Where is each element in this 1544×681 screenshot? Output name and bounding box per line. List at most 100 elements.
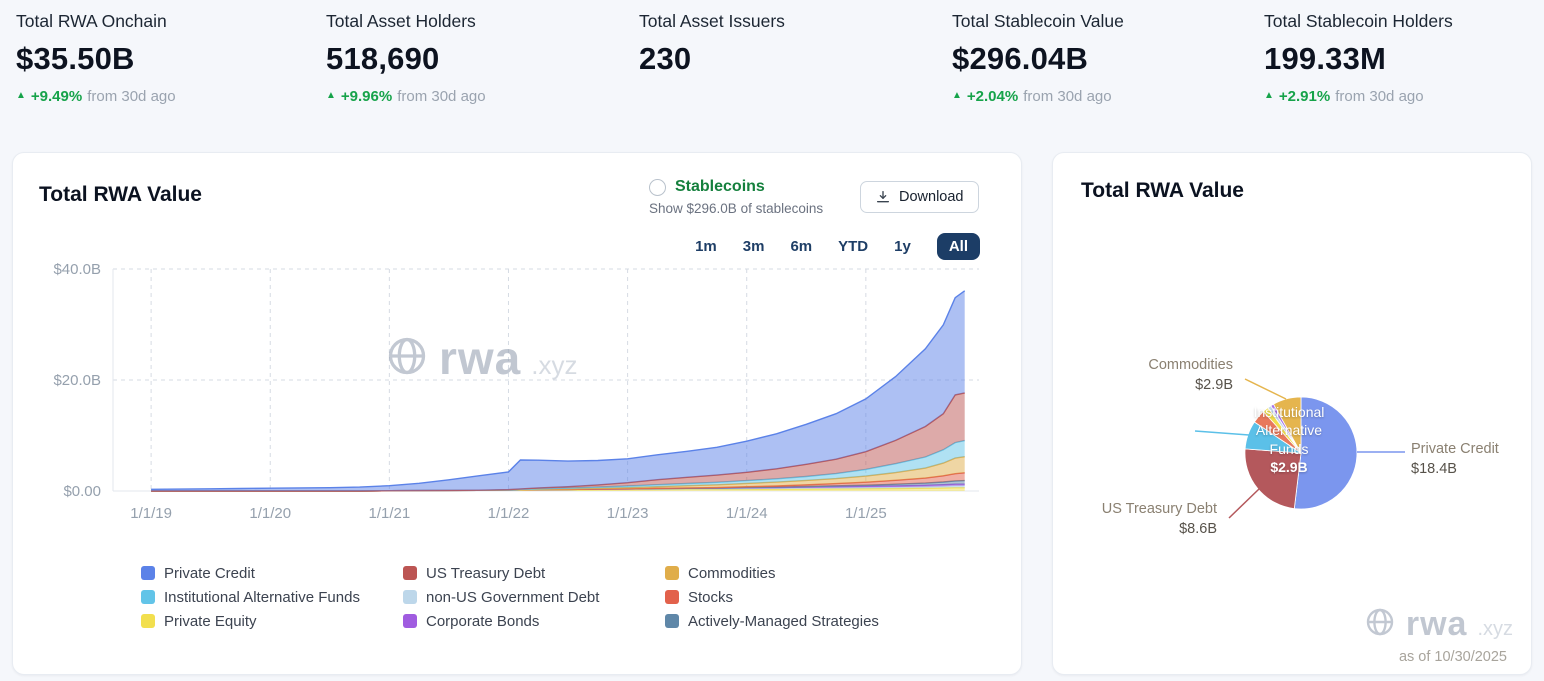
stat-total-asset-issuers: Total Asset Issuers 230 [639,11,952,105]
pie-label-value: $2.9B [1270,459,1308,476]
legend-label: Corporate Bonds [426,612,540,630]
legend-label: Stocks [688,588,734,606]
svg-text:1/1/25: 1/1/25 [845,505,887,522]
legend-item-private-equity[interactable]: Private Equity [141,613,403,630]
pie-leader-line [1194,430,1250,436]
stat-change-pct: +2.91% [1278,87,1331,105]
pie-label-line: Funds [1269,440,1309,457]
stat-label: Total Asset Holders [326,11,476,31]
range-button-6m[interactable]: 6m [790,237,813,255]
legend-item-stocks[interactable]: Stocks [665,589,879,606]
card-title: Total RWA Value [1081,179,1244,202]
pie-label-value: $18.4B [1411,461,1457,478]
stat-value: $35.50B [16,41,135,76]
svg-text:$0.00: $0.00 [63,483,101,500]
stat-change-suffix: from 30d ago [87,87,176,105]
download-label: Download [899,189,964,205]
pie-label-line: Alternative [1255,422,1323,439]
as-of-date: as of 10/30/2025 [1398,649,1507,665]
svg-text:1/1/19: 1/1/19 [130,505,172,522]
legend-label: non-US Government Debt [426,588,600,606]
stat-change: ▲ +9.96% from 30d ago [326,87,639,105]
pie-slice-commodities[interactable] [1272,396,1302,455]
range-button-3m[interactable]: 3m [742,237,765,255]
legend-label: Actively-Managed Strategies [688,612,879,630]
pie-leader-line [1244,378,1287,400]
up-arrow-icon: ▲ [326,90,336,101]
stat-change-suffix: from 30d ago [1335,87,1424,105]
pie-slice-private-credit[interactable] [1293,396,1358,510]
pie-leader-line [1228,488,1260,519]
stat-value: 230 [639,41,692,76]
pie-label-institutional-alternative-funds: Institutional Alternative Funds $2.9B [1245,403,1333,477]
legend-swatch [141,590,155,604]
area-band-private-credit [151,290,965,491]
legend-label: Private Equity [164,612,257,630]
up-arrow-icon: ▲ [1264,90,1274,101]
legend-swatch [403,566,417,580]
stat-change-pct: +9.96% [340,87,393,105]
stat-total-stablecoin-holders: Total Stablecoin Holders 199.33M ▲ +2.91… [1264,11,1453,105]
svg-text:$20.0B: $20.0B [53,372,101,389]
watermark: rwa .xyz [1364,605,1513,644]
download-button[interactable]: Download [860,181,979,213]
svg-text:$40.0B: $40.0B [53,261,101,278]
stat-change: ▲ +9.49% from 30d ago [16,87,326,105]
stat-change [639,87,952,105]
pie-label-line: Private Credit [1411,441,1499,457]
range-button-all[interactable]: All [936,232,980,260]
watermark-suffix: .xyz [1477,618,1513,640]
stat-change: ▲ +2.04% from 30d ago [952,87,1264,105]
legend-swatch [403,614,417,628]
pie-label-line: Commodities [1148,357,1233,373]
stablecoins-toggle[interactable]: Stablecoins [649,178,823,196]
stablecoins-label[interactable]: Stablecoins [675,178,765,195]
svg-text:1/1/23: 1/1/23 [607,505,649,522]
area-band-private-equity [151,487,965,491]
pie-label-line: Institutional [1253,404,1325,420]
stat-value: 199.33M [1264,41,1387,76]
stat-total-asset-holders: Total Asset Holders 518,690 ▲ +9.96% fro… [326,11,639,105]
download-icon [875,189,891,205]
legend-item-corporate-bonds[interactable]: Corporate Bonds [403,613,665,630]
legend-swatch [403,590,417,604]
legend-swatch [141,614,155,628]
range-button-1m[interactable]: 1m [695,237,717,255]
stat-value: 518,690 [326,41,440,76]
svg-text:1/1/22: 1/1/22 [488,505,530,522]
legend-item-non-us-government-debt[interactable]: non-US Government Debt [403,589,665,606]
stablecoins-subtitle: Show $296.0B of stablecoins [649,201,824,216]
legend-item-private-credit[interactable]: Private Credit [141,565,403,582]
rwa-value-stacked-area-chart[interactable]: $0.00 $20.0B $40.0B 1/1/19 1/1/20 1/1/21 1/1/2… [27,253,991,533]
stablecoins-checkbox[interactable] [649,178,666,196]
legend-item-institutional-alternative-funds[interactable]: Institutional Alternative Funds [141,589,403,606]
total-rwa-value-pie-card: Total RWA Value Commodities $2.9B Instit… [1052,152,1532,675]
legend-item-us-treasury-debt[interactable]: US Treasury Debt [403,565,665,582]
up-arrow-icon: ▲ [952,90,962,101]
stat-change-suffix: from 30d ago [397,87,486,105]
pie-label-private-credit: Private Credit $18.4B [1411,439,1499,480]
svg-text:1/1/21: 1/1/21 [368,505,410,522]
stat-label: Total Asset Issuers [639,11,785,31]
legend-swatch [141,566,155,580]
stat-change-pct: +2.04% [966,87,1019,105]
stat-label: Total Stablecoin Holders [1264,11,1453,31]
pie-label-value: $8.6B [1179,521,1217,538]
globe-icon [1364,606,1396,643]
time-range-selector: 1m 3m 6m YTD 1y All [695,231,980,261]
pie-label-us-treasury-debt: US Treasury Debt $8.6B [1102,499,1217,540]
stat-total-rwa-onchain: Total RWA Onchain $35.50B ▲ +9.49% from … [16,11,326,105]
pie-slice-us-treasury-debt[interactable] [1244,448,1302,510]
chart-legend: Private Credit Institutional Alternative … [141,561,879,633]
svg-text:1/1/20: 1/1/20 [249,505,291,522]
svg-text:1/1/24: 1/1/24 [726,505,768,522]
legend-item-actively-managed-strategies[interactable]: Actively-Managed Strategies [665,613,879,630]
stat-label: Total RWA Onchain [16,11,167,31]
legend-item-commodities[interactable]: Commodities [665,565,879,582]
range-button-1y[interactable]: 1y [894,237,911,255]
legend-label: Commodities [688,564,776,582]
legend-swatch [665,614,679,628]
range-button-ytd[interactable]: YTD [838,237,869,255]
rwa-value-pie-chart[interactable] [1053,271,1533,571]
stats-row: Total RWA Onchain $35.50B ▲ +9.49% from … [0,0,1544,105]
